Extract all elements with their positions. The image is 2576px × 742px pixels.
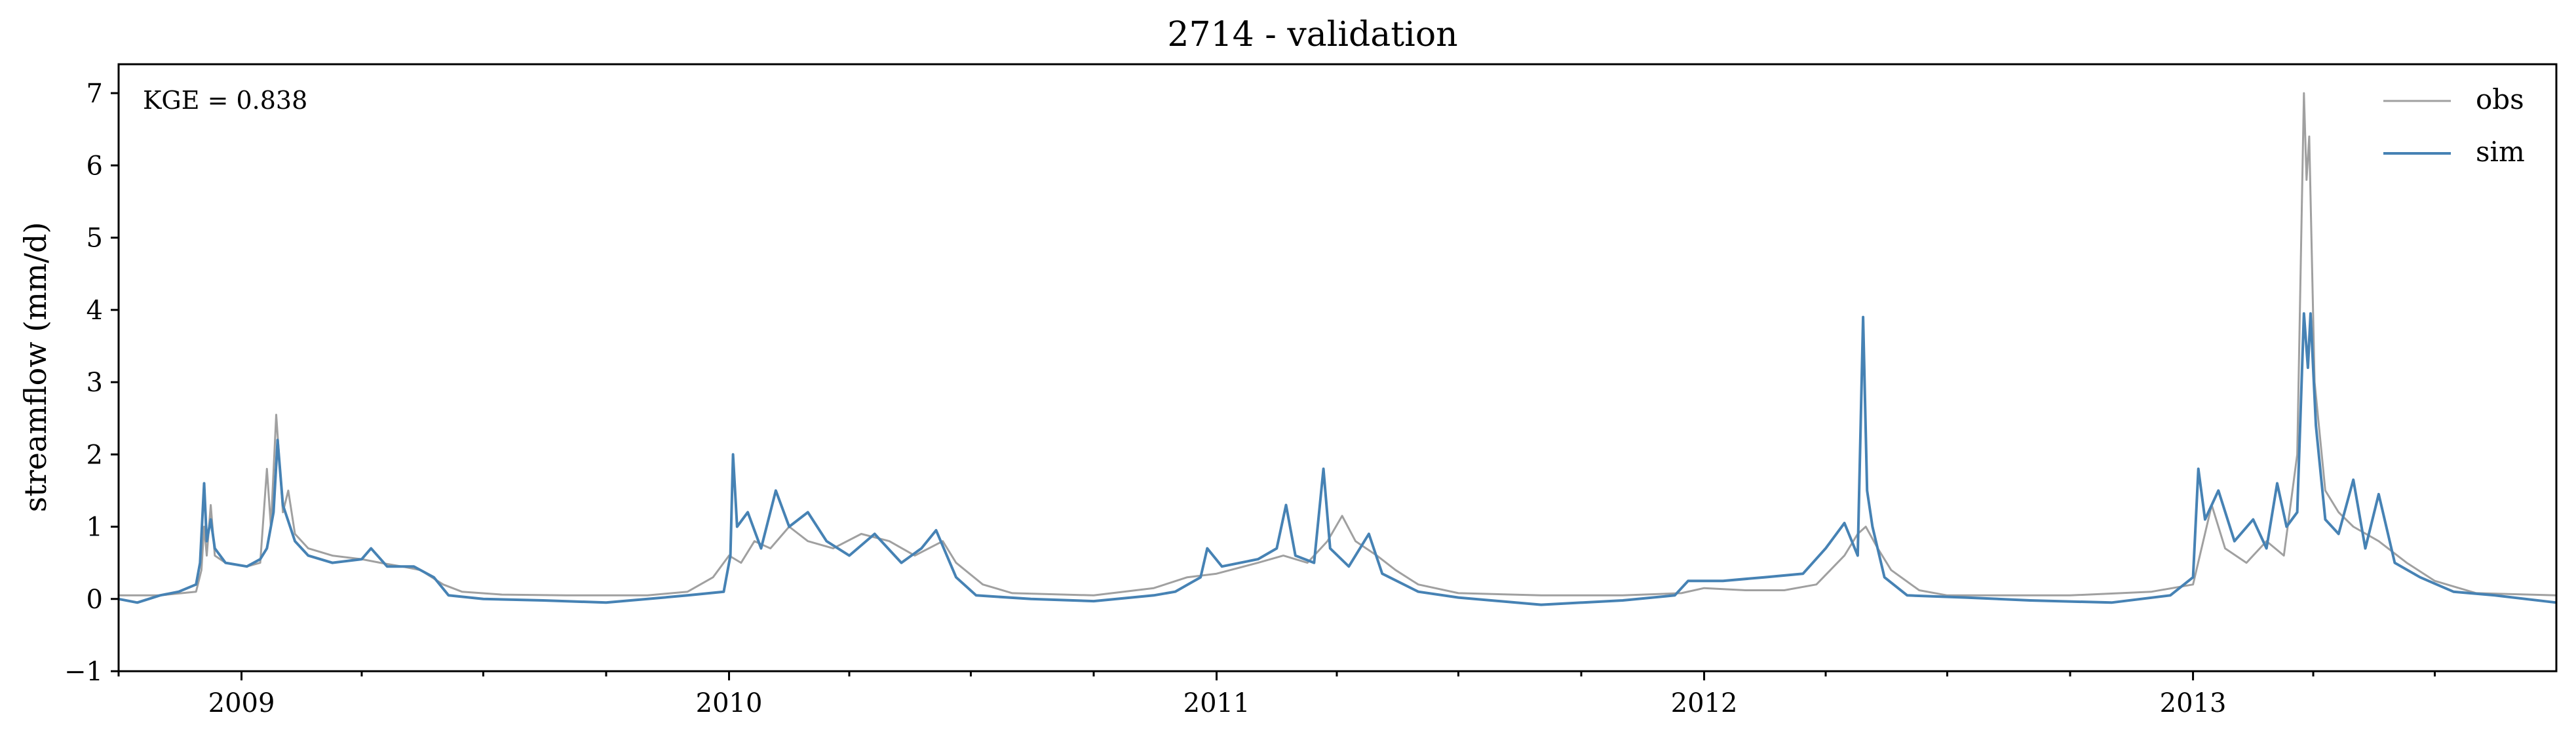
- kge-annotation: KGE = 0.838: [143, 86, 307, 115]
- x-tick-label: 2009: [208, 688, 275, 718]
- y-tick-label: −1: [64, 657, 103, 687]
- y-tick-label: 5: [87, 224, 103, 254]
- legend: obs sim: [2383, 83, 2525, 168]
- x-tick-label: 2013: [2160, 688, 2227, 718]
- y-tick-label: 4: [87, 296, 103, 326]
- legend-label-obs: obs: [2476, 83, 2524, 115]
- y-tick-label: 6: [87, 151, 103, 181]
- series-line-obs: [119, 92, 2557, 596]
- x-tick-label: 2011: [1183, 688, 1250, 718]
- y-axis: −1 0 1 2 3 4 5 6 7: [64, 79, 119, 687]
- y-tick-label: 3: [87, 368, 103, 398]
- x-tick-label: 2010: [696, 688, 763, 718]
- y-tick-label: 2: [87, 440, 103, 470]
- legend-label-sim: sim: [2476, 136, 2525, 168]
- y-tick-label: 1: [87, 513, 103, 543]
- y-tick-label: 0: [87, 585, 103, 615]
- y-axis-label: streamflow (mm/d): [18, 222, 53, 513]
- x-tick-label: 2012: [1671, 688, 1738, 718]
- y-tick-label: 7: [87, 79, 103, 109]
- series-line-sim: [118, 312, 2557, 606]
- x-axis: 2009 2010 2011 2012 2013: [117, 671, 2436, 718]
- plot-area: [118, 92, 2557, 606]
- plot-frame: [117, 63, 2558, 673]
- chart-title: 2714 - validation: [1167, 15, 1457, 54]
